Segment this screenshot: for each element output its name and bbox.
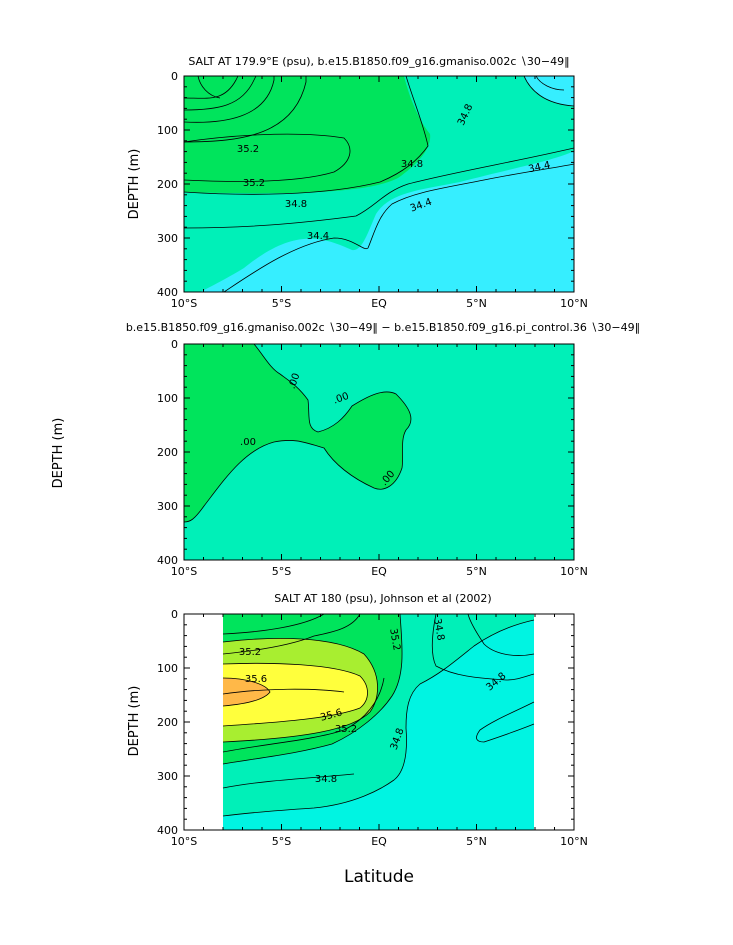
- contour-line: [223, 163, 574, 292]
- contour-label: 34.8: [401, 159, 423, 170]
- x-tick-label: 10°S: [171, 835, 197, 848]
- x-axis-label: Latitude: [344, 867, 414, 887]
- x-tick-label: 10°N: [560, 565, 588, 578]
- region-max-salinity: [223, 678, 270, 706]
- contour-line: [222, 773, 355, 789]
- x-tick-label: 10°S: [171, 565, 197, 578]
- contour-label: 35.2: [243, 178, 265, 189]
- axes: 10°S 5°S EQ 5°N 10°N 0 100 200 300 400: [157, 608, 588, 848]
- x-tick-label: EQ: [371, 565, 387, 578]
- contour-line: [222, 677, 385, 753]
- contour-label: 34.8: [285, 199, 307, 210]
- contour-line: [523, 76, 574, 107]
- y-tick-label: 400: [157, 824, 178, 837]
- contour-line: [184, 344, 412, 523]
- contour-label: 35.2: [237, 144, 259, 155]
- y-tick-label: 100: [157, 662, 178, 675]
- contour-line: [222, 688, 345, 695]
- contour-line: [184, 76, 239, 99]
- y-tick-label: 300: [157, 232, 178, 245]
- y-tick-label: 0: [171, 608, 178, 621]
- contour-label: .00: [287, 372, 303, 391]
- panel-title: SALT AT 179.9°E (psu), b.e15.B1850.f09_g…: [188, 55, 569, 68]
- y-tick-label: 0: [171, 70, 178, 83]
- panel-title: SALT AT 180 (psu), Johnson et al (2002): [274, 592, 491, 605]
- contour-lines: [184, 76, 574, 292]
- y-tick-label: 400: [157, 286, 178, 299]
- contour-label: 35.2: [387, 628, 402, 652]
- contour-line: [476, 701, 535, 743]
- contour-lines: [222, 614, 535, 817]
- contour-line: [184, 76, 257, 111]
- contour-line: [222, 677, 271, 707]
- contour-label: 35.6: [245, 674, 267, 685]
- contour-line: [535, 76, 565, 91]
- x-tick-label: 5°S: [272, 565, 291, 578]
- panel-observed-salinity: SALT AT 180 (psu), Johnson et al (2002) …: [127, 592, 588, 848]
- x-tick-label: EQ: [371, 297, 387, 310]
- contour-label: 34.4: [527, 160, 551, 175]
- contour-line: [222, 614, 361, 655]
- y-axis-label: DEPTH (m): [51, 418, 66, 489]
- contour-label: 35.2: [335, 724, 357, 735]
- contour-line: [197, 76, 221, 99]
- contour-line: [184, 147, 574, 229]
- y-tick-label: 300: [157, 770, 178, 783]
- contour-line: [222, 662, 368, 727]
- contour-lines: [184, 344, 412, 523]
- contour-line: [222, 638, 378, 743]
- contour-line: [222, 619, 535, 817]
- x-tick-label: 5°N: [466, 565, 487, 578]
- contour-line: [431, 614, 535, 681]
- x-tick-label: 10°S: [171, 297, 197, 310]
- x-tick-label: 5°N: [466, 297, 487, 310]
- y-axis-label: DEPTH (m): [127, 149, 142, 220]
- panel-difference: b.e15.B1850.f09_g16.gmaniso.002c ∖30−49‖…: [51, 321, 640, 578]
- contour-label: .00: [332, 391, 351, 407]
- contour-line: [222, 614, 325, 635]
- contour-line: [467, 614, 535, 656]
- region-positive-difference: [184, 344, 411, 522]
- x-tick-label: 5°S: [272, 835, 291, 848]
- y-tick-label: 200: [157, 716, 178, 729]
- contour-line: [184, 133, 351, 182]
- x-tick-label: 10°N: [560, 835, 588, 848]
- y-tick-label: 200: [157, 178, 178, 191]
- y-tick-label: 100: [157, 124, 178, 137]
- contour-label: 34.8: [315, 774, 337, 785]
- region-very-high-salinity: [223, 663, 368, 726]
- panel-model-salinity: SALT AT 179.9°E (psu), b.e15.B1850.f09_g…: [127, 55, 588, 310]
- plot-area: .00 .00 .00 .00: [184, 344, 574, 560]
- y-tick-label: 400: [157, 554, 178, 567]
- y-tick-label: 300: [157, 500, 178, 513]
- axes: 10°S 5°S EQ 5°N 10°N 0 100 200 300 400: [157, 70, 588, 310]
- plot-area: 35.2 35.2 34.8 34.8 34.8 34.4 34.4 34.4: [184, 76, 574, 292]
- y-axis-label: DEPTH (m): [127, 686, 142, 757]
- axes: 10°S 5°S EQ 5°N 10°N 0 100 200 300 400: [157, 338, 588, 578]
- plot-area: 35.2 35.2 35.6 35.6 35.2 34.8 34.8 34.8 …: [184, 614, 574, 830]
- x-tick-label: 10°N: [560, 297, 588, 310]
- contour-label: 35.2: [239, 647, 261, 658]
- y-tick-label: 100: [157, 392, 178, 405]
- contour-label: 34.8: [431, 618, 446, 642]
- contour-line: [184, 76, 307, 143]
- contour-line: [222, 614, 403, 765]
- x-tick-label: EQ: [371, 835, 387, 848]
- contour-label: .00: [240, 437, 256, 448]
- x-tick-label: 5°S: [272, 297, 291, 310]
- contour-label: 34.4: [307, 231, 329, 242]
- x-tick-label: 5°N: [466, 835, 487, 848]
- contour-line: [184, 76, 429, 195]
- y-tick-label: 200: [157, 446, 178, 459]
- panel-title: b.e15.B1850.f09_g16.gmaniso.002c ∖30−49‖…: [126, 321, 640, 334]
- y-tick-label: 0: [171, 338, 178, 351]
- contour-line: [184, 76, 275, 123]
